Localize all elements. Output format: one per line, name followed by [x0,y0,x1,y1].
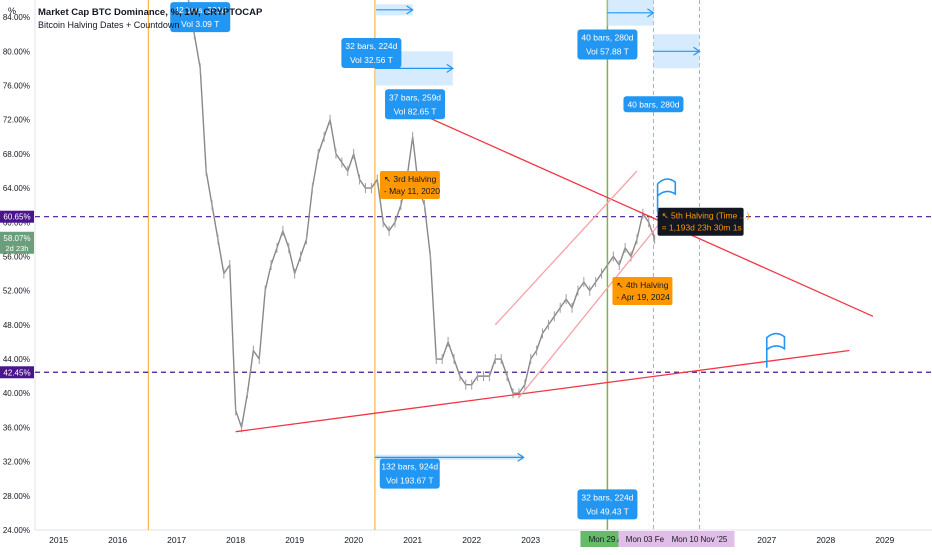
annotation-labels-group: 42 bars, 301d Vol 3.09 T 32 bars, 224d Vol … [170,2,786,520]
x-tick-label: 2020 [344,535,363,545]
y-tick-label: 48.00% [3,321,30,330]
y-tick-label: 56.00% [3,252,30,261]
x-tick-label: 2017 [167,535,186,545]
y-axis-group: 24.00% 28.00% 32.00% 36.00% 40.00% 44.00% 48.0… [0,13,34,535]
y-tick-label: 36.00% [3,423,30,432]
measure-label-line2: Vol 32.56 T [350,55,393,65]
trendline-2 [494,170,638,326]
chart-header: Market Cap BTC Dominance, %, 1W, CRYPTOC… [38,6,262,32]
measure-label-line2: Vol 3.09 T [181,19,219,29]
level-badge-1 [0,366,34,379]
measure-label-box-2 [385,89,446,120]
halving-label-box-1 [379,170,440,199]
x-tick-label: 2019 [285,535,304,545]
crosshair-date-label: Mon 03 Feb '25 [626,535,682,544]
trendlines-group [235,101,874,433]
x-tick-label: 2021 [403,535,422,545]
crosshair-date-badge-2 [664,531,735,547]
y-tick-label: 32.00% [3,458,30,467]
trendline-3 [518,221,662,398]
projection-arrowhead-0 [406,5,414,15]
y-tick-label: 84.00% [3,13,30,22]
fifth-halving-line2: = 1,193d 23h 30m 1s [662,223,742,233]
y-tick-label: 76.00% [3,81,30,90]
last-price-label: 58.07% [3,234,30,243]
y-tick-label: 80.00% [3,47,30,56]
halving-label-box-2 [612,276,673,305]
y-tick-label: 52.00% [3,287,30,296]
level-badge-label: 42.45% [3,368,30,377]
y-tick-label: 28.00% [3,492,30,501]
axis-unit-label: % [8,6,17,16]
projection-boxes-group [374,0,701,462]
x-tick-label: 2028 [816,535,835,545]
level-lines-group [35,216,932,373]
projection-arrowhead-1 [446,63,454,73]
last-price-badge [0,231,34,254]
measure-label-line1: 40 bars, 280d [627,99,679,109]
fifth-halving-box [657,207,744,236]
halving-label-line1: ↖ 3rd Halving [384,174,437,184]
crosshair-date-label: Mon 10 Nov '25 [672,535,728,544]
symbol-title[interactable]: Market Cap BTC Dominance, %, 1W, CRYPTOC… [38,7,263,18]
measure-label-box-4 [623,96,684,113]
measure-label-box-5 [379,458,440,489]
measure-label-box-3 [577,29,638,60]
y-tick-label: 40.00% [3,389,30,398]
projection-arrowhead-4 [517,452,525,462]
measure-label-line1: 40 bars, 280d [581,32,633,42]
fifth-halving-line1: ↖ 5th Halving (Time ...) [662,211,750,221]
flag-icon [765,332,786,368]
measure-label-line2: Vol 193.67 T [386,476,434,486]
halving-label-line2: - Apr 19, 2024 [616,292,670,302]
crosshair-date-label: Mon 29 Apr '24 [589,535,643,544]
measure-label-line1: 42 bars, 301d [174,5,226,15]
measure-label-line2: Vol 49.43 T [586,506,629,516]
x-tick-label: 2018 [226,535,245,545]
measure-label-box-1 [341,38,402,68]
trendline-1 [235,349,850,433]
projection-arrowhead-3 [693,46,701,56]
level-badge-0 [0,210,34,223]
x-tick-label: 2015 [49,535,68,545]
x-tick-label: 2023 [521,535,540,545]
level-badge-label: 60.65% [3,213,30,222]
y-tick-label: 60.00% [3,218,30,227]
measure-label-line1: 32 bars, 224d [345,41,397,51]
measure-label-box-6 [577,489,638,520]
y-tick-label: 72.00% [3,116,30,125]
last-price-countdown: 2d 23h [6,244,29,253]
y-tick-label: 64.00% [3,184,30,193]
x-tick-label: 2029 [875,535,894,545]
y-tick-label: 44.00% [3,355,30,364]
indicator-name[interactable]: Bitcoin Halving Dates + Countdown [38,20,180,30]
measure-label-line1: 132 bars, 924d [381,462,438,472]
x-tick-label: 2022 [462,535,481,545]
x-tick-label: 2027 [757,535,776,545]
flag-icon [656,178,677,212]
trendline-0 [394,101,874,317]
y-tick-label: 68.00% [3,150,30,159]
measure-label-box-0 [170,2,231,33]
measure-label-line2: Vol 57.88 T [586,46,629,56]
y-tick-label: 24.00% [3,526,30,535]
projection-arrowhead-2 [647,8,655,18]
measure-label-line1: 32 bars, 224d [581,492,633,502]
x-tick-label: 2016 [108,535,127,545]
measure-label-line2: Vol 82.65 T [394,106,437,116]
halving-label-line2: - May 11, 2020 [384,186,440,196]
measure-label-line1: 37 bars, 259d [389,92,441,102]
halving-label-line1: ↖ 4th Halving [616,280,668,290]
x-axis-group: 2015201620172018201920202021202220232024… [49,531,895,547]
